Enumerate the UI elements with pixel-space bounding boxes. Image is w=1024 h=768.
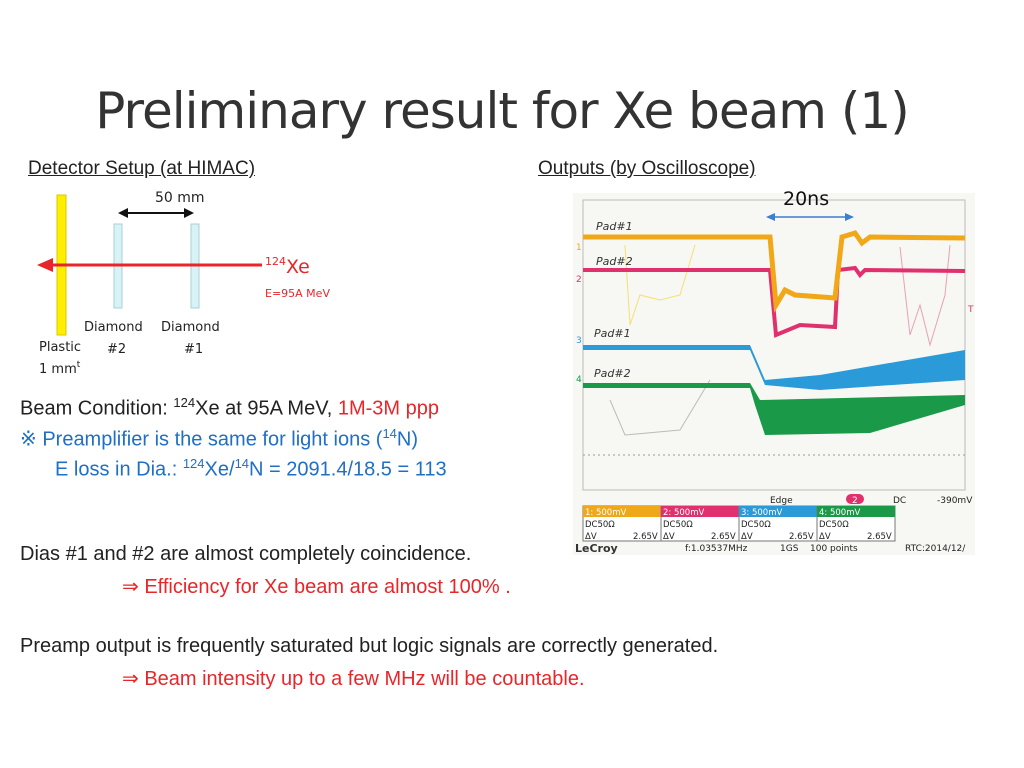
- scope-freq: f:1.03537MHz: [685, 544, 748, 554]
- trigger-mode: Edge: [770, 496, 793, 506]
- trigger-coupling: DC: [893, 496, 906, 506]
- trace-label-4: Pad#2: [594, 367, 631, 380]
- note2-prefix: E loss in Dia.:: [55, 458, 183, 481]
- diamond1-label: Diamond: [161, 320, 220, 335]
- channel-dv-label: ΔV: [663, 532, 675, 542]
- note2-mid: Xe/: [204, 458, 235, 481]
- note1-text: ※ Preamplifier is the same for light ion…: [20, 428, 383, 451]
- beam-label: 124Xe: [265, 255, 310, 278]
- channel-dv: 2.65V: [711, 532, 736, 542]
- beam-element: Xe: [286, 256, 310, 278]
- faint-trace-3: [609, 379, 711, 436]
- channel-dv-label: ΔV: [819, 532, 831, 542]
- note2-end: N = 2091.4/18.5 = 113: [249, 458, 447, 481]
- beam-mass: 124: [265, 255, 286, 268]
- channel-scale: 1: 500mV: [585, 508, 626, 518]
- faint-trace-2: [899, 244, 951, 347]
- channel-dv: 2.65V: [867, 532, 892, 542]
- outputs-heading: Outputs (by Oscilloscope): [538, 158, 756, 179]
- beam-condition-text: Xe at 95A MeV,: [195, 397, 338, 420]
- trigger-channel: 2: [852, 496, 858, 506]
- channel-header-4: [817, 506, 895, 517]
- beam-intensity: 1M-3M ppp: [337, 397, 439, 420]
- channel-scale: 4: 500mV: [819, 508, 860, 518]
- conclusion-coincidence: Dias #1 and #2 are almost completely coi…: [20, 543, 472, 565]
- time-label: 20ns: [783, 188, 829, 210]
- channel-header-1: [583, 506, 661, 517]
- time-arrow-right: [845, 213, 854, 221]
- channel-marker-3: 3: [576, 336, 582, 346]
- thickness-value: 1 mm: [39, 362, 77, 377]
- note2-sup2: 14: [234, 456, 250, 471]
- slide-title: Preliminary result for Xe beam (1): [95, 82, 909, 140]
- beam-condition-prefix: Beam Condition:: [20, 397, 174, 420]
- arrow-head-left: [118, 208, 128, 218]
- conclusion-saturation: Preamp output is frequently saturated bu…: [20, 635, 719, 657]
- detector-setup-heading: Detector Setup (at HIMAC): [28, 158, 256, 179]
- channel-scale: 2: 500mV: [663, 508, 704, 518]
- scope-rtc: RTC:2014/12/: [905, 544, 966, 554]
- trace-ch4: [583, 383, 965, 435]
- thickness-sup: t: [77, 360, 81, 370]
- channel-dv-label: ΔV: [741, 532, 753, 542]
- channel-coupling: DC50Ω: [663, 520, 693, 530]
- detector-diagram: 50 mm 124Xe E=95A MeV Plastic 1 mmt Diam…: [37, 190, 330, 377]
- arrow-head-right: [184, 208, 194, 218]
- channel-coupling: DC50Ω: [819, 520, 849, 530]
- trigger-level: -390mV: [937, 496, 973, 506]
- plastic-thickness: 1 mmt: [39, 360, 81, 377]
- eloss-note: E loss in Dia.: 124Xe/14N = 2091.4/18.5 …: [55, 456, 447, 482]
- beam-condition: Beam Condition: 124Xe at 95A MeV, 1M-3M …: [20, 395, 439, 421]
- channel-coupling: DC50Ω: [585, 520, 615, 530]
- trigger-marker: T: [967, 305, 974, 315]
- note1-end: N): [396, 428, 419, 451]
- beam-arrow-head: [37, 258, 53, 272]
- diamond2-num: #2: [107, 342, 126, 357]
- preamp-note: ※ Preamplifier is the same for light ion…: [20, 426, 418, 452]
- time-arrow-left: [766, 213, 775, 221]
- oscilloscope-screenshot: 20ns Pad#1 Pad#2 Pad#1 Pad#2 1 2 3 4 T E…: [573, 188, 975, 555]
- note2-sup1: 124: [182, 456, 205, 471]
- beam-mass-sup: 124: [173, 395, 196, 410]
- channel-scale: 3: 500mV: [741, 508, 782, 518]
- conclusion-efficiency: ⇒ Efficiency for Xe beam are almost 100%…: [122, 576, 511, 598]
- diamond1-num: #1: [184, 342, 203, 357]
- trace-label-1: Pad#1: [596, 220, 633, 233]
- trigger-channel-badge: [846, 494, 864, 504]
- channel-coupling: DC50Ω: [741, 520, 771, 530]
- channel-marker-2: 2: [576, 275, 582, 285]
- channel-header-2: [661, 506, 739, 517]
- channel-marker-4: 4: [576, 375, 582, 385]
- faint-trace-1: [624, 244, 696, 326]
- trace-ch3: [583, 345, 965, 390]
- channel-dv: 2.65V: [633, 532, 658, 542]
- scope-brand: LeCroy: [575, 542, 618, 555]
- scope-points: 100 points: [810, 544, 858, 554]
- distance-label: 50 mm: [155, 190, 205, 206]
- plastic-label: Plastic: [39, 340, 81, 355]
- scope-rate: 1GS: [780, 544, 799, 554]
- diamond2-label: Diamond: [84, 320, 143, 335]
- conclusion-intensity: ⇒ Beam intensity up to a few MHz will be…: [122, 668, 585, 690]
- channel-header-3: [739, 506, 817, 517]
- channel-dv-label: ΔV: [585, 532, 597, 542]
- trace-label-3: Pad#1: [594, 327, 631, 340]
- channel-dv: 2.65V: [789, 532, 814, 542]
- note1-sup: 14: [382, 426, 397, 441]
- channel-marker-1: 1: [576, 243, 582, 253]
- channel-info-boxes: 1: 500mV DC50Ω ΔV 2.65V 2: 500mV DC50Ω ΔV 2.65V…: [582, 505, 896, 542]
- beam-energy: E=95A MeV: [265, 287, 330, 300]
- trace-label-2: Pad#2: [596, 255, 633, 268]
- trace-ch1: [583, 230, 966, 313]
